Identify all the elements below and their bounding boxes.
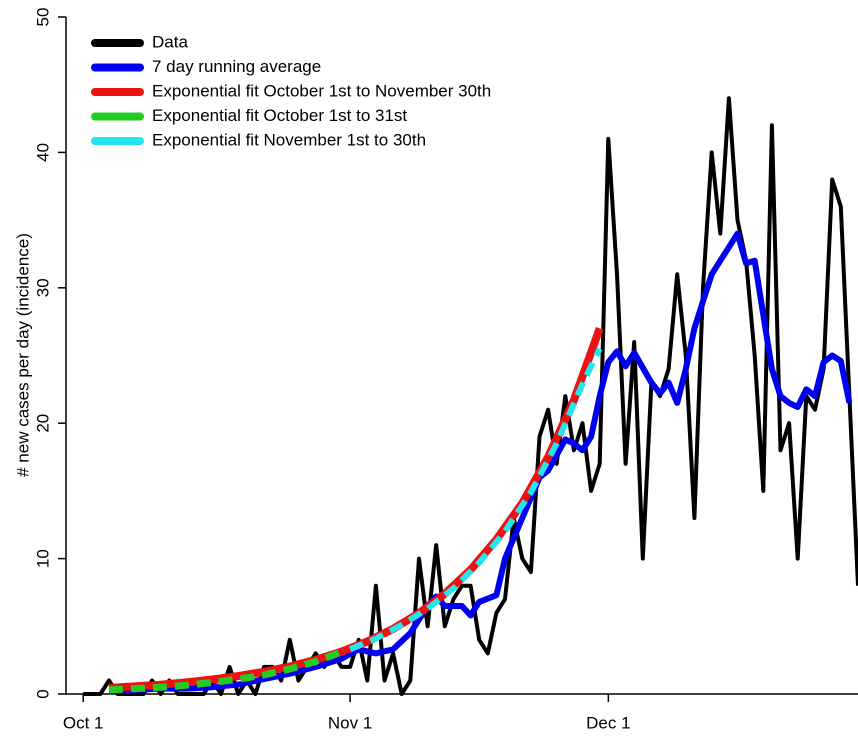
y-axis-label: # new cases per day (incidence) xyxy=(13,233,32,477)
x-tick-label: Nov 1 xyxy=(328,713,372,732)
y-tick-label: 30 xyxy=(33,278,52,297)
series-line xyxy=(108,230,853,695)
x-tick-label: Oct 1 xyxy=(63,713,104,732)
y-tick-label: 50 xyxy=(33,8,52,27)
y-tick-label: 40 xyxy=(33,143,52,162)
legend-label: Data xyxy=(152,32,188,51)
x-tick-label: Dec 1 xyxy=(586,713,630,732)
legend-label: Exponential fit November 1st to 30th xyxy=(152,130,426,149)
series-line xyxy=(83,96,858,696)
y-tick-label: 10 xyxy=(33,549,52,568)
legend-label: Exponential fit October 1st to November … xyxy=(152,81,491,100)
y-tick-label: 0 xyxy=(33,689,52,698)
series-line xyxy=(348,347,603,653)
legend: Data 7 day running average Exponential fit… xyxy=(91,32,491,149)
legend-label: 7 day running average xyxy=(152,57,321,76)
y-tick-label: 20 xyxy=(33,414,52,433)
legend-label: Exponential fit October 1st to 31st xyxy=(152,106,407,125)
series-line xyxy=(108,648,343,694)
